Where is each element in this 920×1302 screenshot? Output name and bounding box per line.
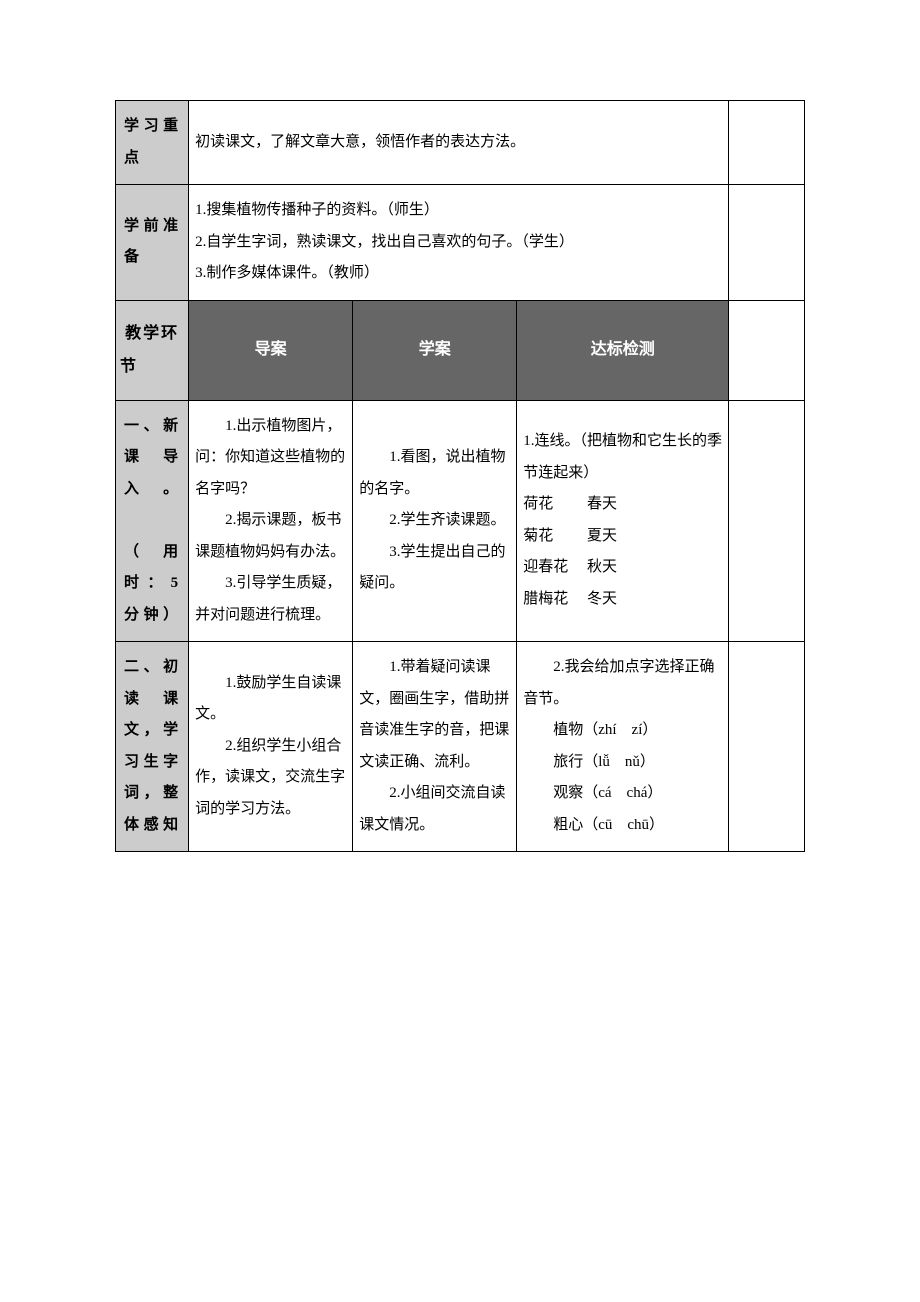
prep-item: 1.搜集植物传播种子的资料。（师生） [195, 195, 722, 227]
dabiao1-title: 1.连线。（把植物和它生长的季节连起来） [523, 426, 722, 489]
match-pair: 荷花 春天 [523, 489, 722, 521]
header-label: 教学环节 [116, 300, 189, 400]
section1-xuean: 1.看图，说出植物的名字。 2.学生齐读课题。 3.学生提出自己的疑问。 [353, 400, 517, 642]
match-right: 秋天 [587, 552, 617, 584]
extra-cell [729, 642, 805, 852]
xuean-item: 2.小组间交流自读课文情况。 [359, 778, 510, 841]
extra-cell [729, 400, 805, 642]
prep-item: 3.制作多媒体课件。（教师） [195, 258, 722, 290]
daoan-item: 1.鼓励学生自读课文。 [195, 668, 346, 731]
match-pair: 腊梅花 冬天 [523, 584, 722, 616]
match-left: 迎春花 [523, 552, 583, 584]
daoan-item: 2.揭示课题，板书课题植物妈妈有办法。 [195, 505, 346, 568]
section1-daoan: 1.出示植物图片，问：你知道这些植物的名字吗？ 2.揭示课题，板书课题植物妈妈有… [189, 400, 353, 642]
pinyin-item: 植物（zhí zí） [523, 715, 722, 747]
pinyin-item: 观察（cá chá） [523, 778, 722, 810]
row-header: 教学环节 导案 学案 达标检测 [116, 300, 805, 400]
extra-cell [729, 185, 805, 301]
match-left: 荷花 [523, 489, 583, 521]
label-prep: 学前准备 [116, 185, 189, 301]
row-prep: 学前准备 1.搜集植物传播种子的资料。（师生） 2.自学生字词，熟读课文，找出自… [116, 185, 805, 301]
label-section-1: 一、新课导入。 （用时：5分钟） [116, 400, 189, 642]
section2-dabiao: 2.我会给加点字选择正确音节。 植物（zhí zí） 旅行（lǚ nǔ） 观察（… [517, 642, 729, 852]
header-daoan: 导案 [189, 300, 353, 400]
dabiao2-title: 2.我会给加点字选择正确音节。 [523, 652, 722, 715]
match-right: 冬天 [587, 584, 617, 616]
row-section-2: 二、初读课文，学习生字词，整体感知 1.鼓励学生自读课文。 2.组织学生小组合作… [116, 642, 805, 852]
match-pair: 迎春花 秋天 [523, 552, 722, 584]
xuean-item: 2.学生齐读课题。 [359, 505, 510, 537]
pinyin-item: 旅行（lǚ nǔ） [523, 747, 722, 779]
extra-cell [729, 101, 805, 185]
label-section-2: 二、初读课文，学习生字词，整体感知 [116, 642, 189, 852]
section1-label-line: 一、新课导入。 [124, 418, 180, 497]
match-left: 菊花 [523, 521, 583, 553]
daoan-item: 2.组织学生小组合作，读课文，交流生字词的学习方法。 [195, 731, 346, 826]
prep-item: 2.自学生字词，熟读课文，找出自己喜欢的句子。（学生） [195, 227, 722, 259]
row-key-point: 学习重点 初读课文，了解文章大意，领悟作者的表达方法。 [116, 101, 805, 185]
xuean-item: 1.看图，说出植物的名字。 [359, 442, 510, 505]
section1-dabiao: 1.连线。（把植物和它生长的季节连起来） 荷花 春天 菊花 夏天 迎春花 秋天 … [517, 400, 729, 642]
match-left: 腊梅花 [523, 584, 583, 616]
xuean-item: 3.学生提出自己的疑问。 [359, 537, 510, 600]
daoan-item: 3.引导学生质疑，并对问题进行梳理。 [195, 568, 346, 631]
lesson-plan-table: 学习重点 初读课文，了解文章大意，领悟作者的表达方法。 学前准备 1.搜集植物传… [115, 100, 805, 852]
section2-xuean: 1.带着疑问读课文，圈画生字，借助拼音读准生字的音，把课文读正确、流利。 2.小… [353, 642, 517, 852]
section2-daoan: 1.鼓励学生自读课文。 2.组织学生小组合作，读课文，交流生字词的学习方法。 [189, 642, 353, 852]
match-pair: 菊花 夏天 [523, 521, 722, 553]
pinyin-item: 粗心（cū chū） [523, 810, 722, 842]
match-right: 夏天 [587, 521, 617, 553]
label-key-point: 学习重点 [116, 101, 189, 185]
header-dabiao: 达标检测 [517, 300, 729, 400]
daoan-item: 1.出示植物图片，问：你知道这些植物的名字吗？ [195, 411, 346, 506]
content-prep: 1.搜集植物传播种子的资料。（师生） 2.自学生字词，熟读课文，找出自己喜欢的句… [189, 185, 729, 301]
match-right: 春天 [587, 489, 617, 521]
extra-cell [729, 300, 805, 400]
xuean-item: 1.带着疑问读课文，圈画生字，借助拼音读准生字的音，把课文读正确、流利。 [359, 652, 510, 778]
section1-label-line: （用时：5分钟） [124, 544, 180, 623]
row-section-1: 一、新课导入。 （用时：5分钟） 1.出示植物图片，问：你知道这些植物的名字吗？… [116, 400, 805, 642]
content-key-point: 初读课文，了解文章大意，领悟作者的表达方法。 [189, 101, 729, 185]
header-xuean: 学案 [353, 300, 517, 400]
